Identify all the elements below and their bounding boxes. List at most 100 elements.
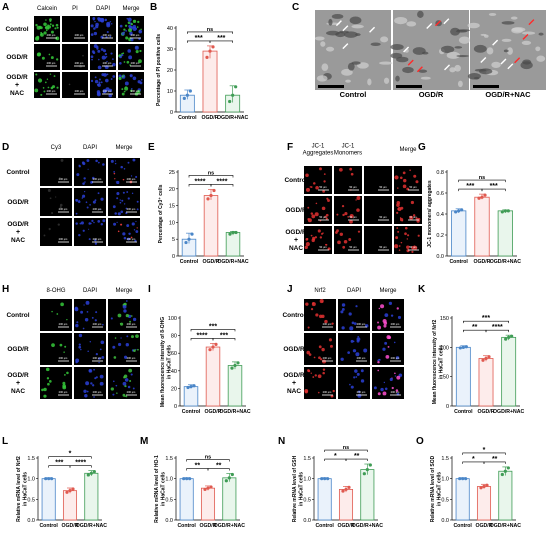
cell-spot — [135, 334, 139, 339]
bar-k-2 — [501, 336, 517, 407]
cell-spot — [130, 236, 133, 239]
cell-spot — [351, 321, 355, 325]
y-tick-label: 1.5 — [27, 456, 35, 462]
cell-spot — [47, 86, 50, 89]
cell-spot — [90, 79, 94, 83]
scale-bar-label: 200 µm — [75, 33, 84, 37]
cell-spot — [41, 388, 44, 392]
cell-spot — [355, 376, 358, 378]
y-tick-label: 20 — [171, 386, 177, 392]
data-point — [480, 195, 484, 199]
cell-spot — [330, 344, 333, 348]
cell-spot — [86, 310, 89, 313]
micrograph-tile — [364, 166, 392, 194]
sig-label: **** — [217, 178, 228, 185]
scale-bar-label: 200 µm — [323, 390, 332, 394]
sig-label: ** — [492, 456, 498, 463]
scale-bar-label: 200 µm — [59, 390, 68, 394]
cell-spot — [336, 213, 339, 216]
data-point — [477, 196, 481, 200]
cell-spot — [97, 220, 101, 223]
cell-spot — [331, 322, 334, 325]
cell-spot — [54, 27, 57, 30]
cell-spot — [120, 223, 123, 226]
y-tick-label: 40 — [167, 26, 173, 32]
cell-spot — [42, 87, 45, 89]
micro-header-h-1: DAPI — [83, 288, 97, 294]
cell-spot — [49, 23, 52, 26]
tem-texture — [379, 61, 393, 65]
cell-spot — [307, 369, 311, 373]
cell-spot — [45, 29, 48, 32]
panel-letter-f: F — [287, 142, 293, 153]
data-point — [187, 237, 191, 241]
tem-texture — [501, 38, 512, 42]
cell-spot — [399, 217, 404, 222]
cell-spot — [116, 192, 120, 196]
cell-spot — [377, 369, 380, 372]
tem-texture — [536, 55, 546, 62]
cell-spot — [402, 171, 406, 175]
cell-spot — [123, 355, 128, 359]
y-tick-label: 1.0 — [27, 477, 35, 483]
cell-spot — [93, 44, 98, 48]
cell-spot — [133, 229, 136, 231]
micro-header-f-1: Monomers — [334, 151, 362, 157]
data-point — [208, 348, 212, 352]
bar-o-2 — [498, 470, 513, 521]
cell-spot — [98, 357, 101, 360]
y-tick-label: 10 — [167, 89, 173, 95]
cell-spot — [94, 79, 99, 84]
cell-spot — [132, 317, 137, 322]
bar-e-2 — [225, 232, 241, 257]
cell-spot — [132, 76, 137, 81]
tem-texture — [491, 61, 501, 68]
sig-bracket — [210, 184, 234, 187]
tem-texture — [510, 16, 518, 20]
cell-spot — [347, 351, 351, 354]
cell-spot — [127, 161, 130, 164]
cell-spot — [95, 159, 98, 163]
cell-spot — [343, 239, 348, 244]
row-label-j-0: Control — [282, 312, 305, 319]
cell-spot — [404, 232, 407, 236]
scale-bar-label: 50 µm — [319, 185, 326, 189]
cell-spot — [131, 192, 134, 195]
bar-i-2 — [227, 365, 243, 407]
cell-spot — [128, 55, 133, 60]
cell-spot — [342, 245, 346, 249]
micrograph-tile — [364, 226, 392, 254]
cell-spot — [121, 75, 124, 78]
cell-spot — [340, 310, 344, 314]
scale-bar-label: 200 µm — [131, 89, 140, 93]
scale-bar-label: 200 µm — [131, 61, 140, 65]
tem-scale-bar — [318, 85, 344, 88]
data-point — [341, 489, 345, 493]
cell-spot — [108, 88, 113, 93]
data-point — [320, 477, 324, 481]
tem-texture — [522, 31, 536, 35]
cell-spot — [82, 54, 84, 57]
data-point — [344, 487, 348, 492]
row-label-a-1: OGD/R — [6, 54, 28, 61]
cell-spot — [106, 23, 111, 28]
bar-n-2 — [360, 469, 375, 521]
data-point — [503, 469, 507, 473]
cell-spot — [84, 181, 86, 183]
cell-spot — [130, 335, 134, 339]
cell-spot — [377, 321, 380, 324]
data-point — [368, 463, 372, 467]
cell-spot — [84, 190, 86, 193]
cell-spot — [87, 168, 89, 170]
cell-spot — [121, 88, 124, 91]
cell-spot — [123, 28, 126, 31]
sig-bracket — [483, 461, 506, 464]
cell-spot — [95, 311, 98, 314]
cell-spot — [324, 319, 328, 324]
y-tick-label: 0.5 — [303, 497, 311, 503]
tem-texture — [501, 21, 515, 25]
cell-spot — [104, 53, 107, 56]
cell-spot — [118, 76, 122, 81]
row-label-plus-d: + — [16, 229, 20, 236]
row-label-h-2a: OGD/R — [7, 372, 29, 379]
